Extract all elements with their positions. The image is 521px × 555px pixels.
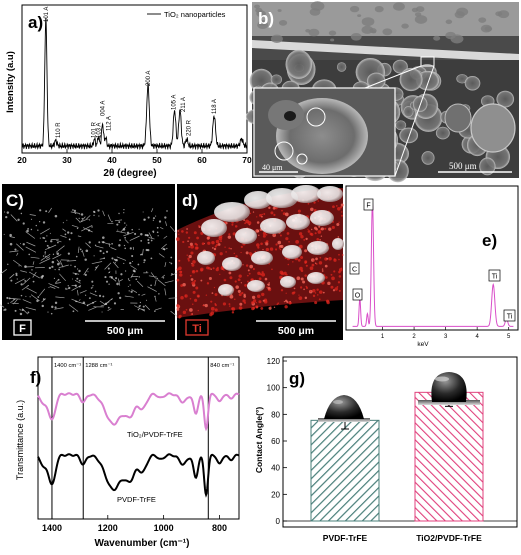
xrd-x-axis-label: 2θ (degree) bbox=[103, 168, 156, 179]
droplet-image-tio2 bbox=[418, 372, 480, 405]
xrd-x-tick-1: 30 bbox=[62, 155, 72, 165]
edx-x-tick-0: 1 bbox=[381, 334, 385, 340]
ftir-vline-label-1: 1288 cm⁻¹ bbox=[85, 363, 112, 369]
xrd-peak-label-4: 004 A bbox=[101, 101, 107, 116]
ftir-series-label-tio2: TiO₂/PVDF-TrFE bbox=[127, 430, 183, 439]
xrd-peak-label-6: 200 A bbox=[146, 71, 152, 86]
sem-zoom-line-left bbox=[364, 65, 422, 89]
ca-y-tick-5: 100 bbox=[267, 384, 281, 393]
panel-c-label: C) bbox=[6, 191, 24, 210]
sem-inset: 40 μm bbox=[253, 87, 396, 177]
sem-surface-edge bbox=[252, 40, 519, 62]
panel-c-fluorine-map: C) F 500 μm bbox=[0, 184, 181, 340]
edx-x-tick-2: 3 bbox=[444, 334, 448, 340]
panel-e-edx: 1 2 3 4 5 C O F Ti Ti keV e) bbox=[345, 185, 519, 348]
xrd-legend-label: TiO₂ nanoparticles bbox=[164, 10, 226, 19]
xrd-peak-label-2: 101 R bbox=[91, 121, 97, 138]
xrd-x-ticks: 20 30 40 50 60 70 bbox=[17, 149, 252, 165]
sem-zoom-line-right bbox=[394, 65, 435, 177]
xrd-trace bbox=[21, 17, 248, 151]
ca-y-tick-1: 20 bbox=[271, 490, 280, 499]
edx-x-tick-3: 4 bbox=[475, 334, 479, 340]
edx-peak-label-4: Ti bbox=[507, 314, 513, 321]
xrd-x-tick-5: 70 bbox=[242, 155, 252, 165]
xrd-x-tick-2: 40 bbox=[107, 155, 117, 165]
ti-element-box bbox=[185, 319, 209, 336]
xrd-x-tick-0: 20 bbox=[17, 155, 27, 165]
ti-white-particles bbox=[197, 185, 344, 296]
sem-scale-label: 500 μm bbox=[449, 161, 477, 171]
xrd-peak-label-10: 118 A bbox=[212, 99, 218, 114]
panel-f-label: f) bbox=[30, 368, 41, 387]
ftir-vline-label-2: 840 cm⁻¹ bbox=[210, 363, 234, 369]
ti-element-label: Ti bbox=[192, 323, 202, 335]
ca-y-axis-label: Contact Angle(°) bbox=[254, 407, 264, 474]
edx-x-tick-1: 2 bbox=[412, 334, 416, 340]
panel-e-label: e) bbox=[482, 231, 497, 250]
xrd-y-axis-label: Intensity (a.u) bbox=[5, 51, 16, 113]
xrd-peak-label-0: 101 A bbox=[44, 7, 50, 22]
edx-peak-label-2: F bbox=[366, 203, 370, 210]
ftir-series-label-pvdf: PVDF-TrFE bbox=[117, 495, 156, 504]
ca-category-label-1: TiO2/PVDF-TrFE bbox=[416, 533, 482, 543]
xrd-x-tick-4: 60 bbox=[197, 155, 207, 165]
ftir-x-tick-0: 1400 bbox=[42, 523, 62, 533]
edx-peak-label-0: C bbox=[352, 267, 357, 274]
panel-d-titanium-map: d) Ti 500 μm bbox=[175, 184, 344, 340]
ca-bars bbox=[310, 377, 484, 522]
ca-y-tick-2: 40 bbox=[271, 464, 280, 473]
panel-b-label: b) bbox=[258, 9, 274, 28]
ftir-x-axis-label: Wavenumber (cm⁻¹) bbox=[95, 538, 190, 549]
edx-trace bbox=[352, 201, 514, 327]
edx-x-axis-label: keV bbox=[417, 341, 429, 348]
panel-b-sem: 40 μm 500 μm b) bbox=[245, 1, 519, 183]
f-element-label: F bbox=[19, 323, 26, 335]
ftir-x-tick-2: 1000 bbox=[154, 523, 174, 533]
f-map-background bbox=[2, 184, 175, 340]
panel-g-label: g) bbox=[289, 369, 305, 388]
xrd-peak-label-9: 220 R bbox=[187, 119, 193, 136]
f-map-dots bbox=[3, 208, 173, 316]
ftir-reference-lines: 1400 cm⁻¹ 1288 cm⁻¹ 840 cm⁻¹ bbox=[51, 357, 234, 519]
xrd-peak-label-1: 110 R bbox=[56, 122, 62, 138]
ftir-x-tick-1: 1200 bbox=[98, 523, 118, 533]
panel-a-label: a) bbox=[28, 13, 43, 32]
edx-peak-label-1: O bbox=[355, 293, 361, 300]
xrd-peak-label-3: 103 A bbox=[97, 123, 103, 138]
ca-bar-0 bbox=[310, 419, 380, 522]
ftir-trace-tio2-pvdf-trfe bbox=[37, 392, 240, 432]
panel-d-label: d) bbox=[182, 191, 198, 210]
ftir-vline-label-0: 1400 cm⁻¹ bbox=[54, 363, 81, 369]
edx-x-tick-4: 5 bbox=[507, 334, 511, 340]
ca-bar-1 bbox=[414, 391, 484, 522]
ca-category-label-0: PVDF-TrFE bbox=[323, 533, 368, 543]
ftir-x-tick-3: 800 bbox=[212, 523, 227, 533]
ca-y-tick-3: 60 bbox=[271, 437, 280, 446]
sem-inset-scale: 40 μm bbox=[262, 163, 283, 172]
edx-x-ticks: 1 2 3 4 5 bbox=[381, 327, 511, 340]
droplet-image-pvdf bbox=[318, 395, 370, 422]
sem-zoom-marker bbox=[420, 56, 435, 67]
f-element-box bbox=[13, 319, 32, 336]
edx-peak-label-3: Ti bbox=[492, 274, 498, 281]
ftir-y-axis-label: Transmittance (a.u.) bbox=[15, 400, 25, 480]
ca-y-tick-6: 120 bbox=[267, 357, 281, 366]
panel-f-ftir: 1400 1200 1000 800 1400 cm⁻¹ 1288 cm⁻¹ 840 cm… bbox=[15, 356, 240, 549]
xrd-plot-frame bbox=[21, 4, 248, 154]
f-scale-label: 500 μm bbox=[107, 325, 143, 337]
ftir-trace-pvdf-trfe bbox=[37, 453, 240, 498]
xrd-peak-label-5: 112 A bbox=[107, 116, 113, 131]
edx-peak-labels: C O F Ti Ti bbox=[349, 198, 516, 322]
panel-g-contact-angle: 0 20 40 60 80 100 120 g) Contact Angle(°) PVDF… bbox=[254, 356, 518, 543]
ca-y-tick-4: 80 bbox=[271, 410, 280, 419]
ti-scale-label: 500 μm bbox=[278, 325, 314, 337]
xrd-x-tick-3: 50 bbox=[152, 155, 162, 165]
xrd-peak-label-8: 211 A bbox=[181, 97, 187, 112]
xrd-peak-label-7: 105 A bbox=[172, 95, 178, 110]
ca-y-tick-0: 0 bbox=[276, 517, 281, 526]
